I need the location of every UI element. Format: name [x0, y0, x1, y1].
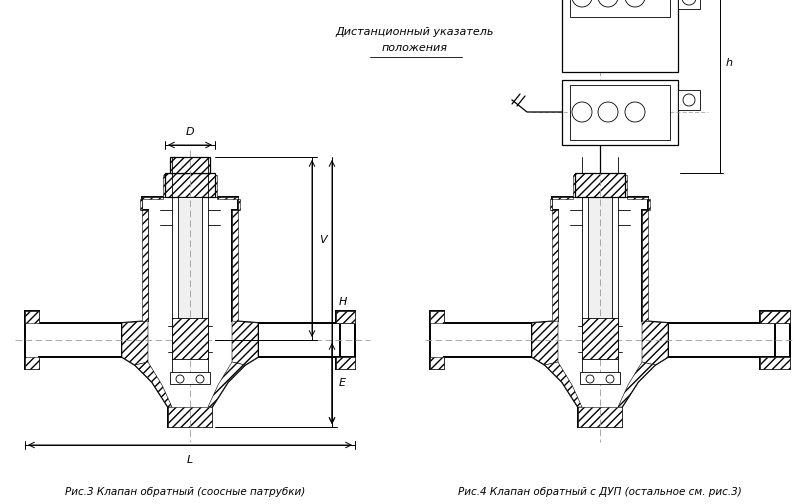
Polygon shape [215, 175, 240, 321]
Text: H: H [339, 297, 347, 307]
Circle shape [572, 0, 592, 7]
Bar [678, 0, 700, 9]
Bar [562, 80, 678, 145]
Polygon shape [25, 357, 39, 369]
Polygon shape [430, 311, 444, 323]
Circle shape [683, 94, 695, 106]
Bar [570, 85, 670, 140]
Text: D: D [186, 127, 194, 137]
Bar [178, 197, 202, 331]
Polygon shape [258, 323, 340, 357]
Polygon shape [550, 175, 575, 321]
Circle shape [606, 375, 614, 383]
Circle shape [586, 375, 594, 383]
Polygon shape [532, 321, 558, 365]
Polygon shape [122, 321, 148, 365]
Polygon shape [578, 407, 622, 427]
Text: L: L [187, 455, 193, 465]
Polygon shape [170, 157, 210, 173]
Text: положения: положения [382, 43, 448, 53]
Bar [170, 372, 210, 384]
Text: V: V [319, 235, 326, 245]
Polygon shape [135, 362, 172, 407]
Polygon shape [575, 173, 625, 197]
Bar [570, 0, 670, 17]
Bar [562, 0, 678, 72]
Bar [678, 90, 700, 110]
Polygon shape [760, 357, 790, 369]
Circle shape [625, 102, 645, 122]
Text: Рис.4 Клапан обратный с ДУП (остальное см. рис.3): Рис.4 Клапан обратный с ДУП (остальное с… [458, 487, 742, 497]
Polygon shape [232, 321, 258, 365]
Circle shape [176, 375, 184, 383]
Polygon shape [168, 407, 212, 427]
Circle shape [196, 375, 204, 383]
Polygon shape [545, 362, 582, 407]
Polygon shape [618, 362, 655, 407]
Polygon shape [336, 311, 355, 323]
Polygon shape [25, 311, 39, 323]
Circle shape [598, 0, 618, 7]
Polygon shape [430, 357, 444, 369]
Circle shape [598, 102, 618, 122]
Polygon shape [25, 311, 122, 369]
Polygon shape [122, 175, 258, 427]
Text: h: h [726, 58, 733, 68]
Polygon shape [336, 357, 355, 369]
Polygon shape [172, 318, 208, 359]
Polygon shape [642, 321, 668, 365]
Text: E: E [339, 378, 346, 388]
Polygon shape [336, 311, 355, 369]
Polygon shape [430, 311, 532, 369]
Polygon shape [582, 318, 618, 359]
Bar [580, 372, 620, 384]
Polygon shape [140, 175, 165, 321]
Polygon shape [625, 175, 650, 321]
Text: Рис.3 Клапан обратный (соосные патрубки): Рис.3 Клапан обратный (соосные патрубки) [65, 487, 305, 497]
Polygon shape [760, 311, 790, 323]
Circle shape [625, 0, 645, 7]
Polygon shape [760, 311, 790, 369]
Polygon shape [668, 323, 775, 357]
Polygon shape [208, 362, 245, 407]
Polygon shape [165, 173, 215, 197]
Circle shape [682, 0, 696, 5]
Text: Дистанционный указатель: Дистанционный указатель [336, 27, 494, 37]
Circle shape [572, 102, 592, 122]
Bar [588, 197, 612, 331]
Polygon shape [532, 175, 668, 427]
